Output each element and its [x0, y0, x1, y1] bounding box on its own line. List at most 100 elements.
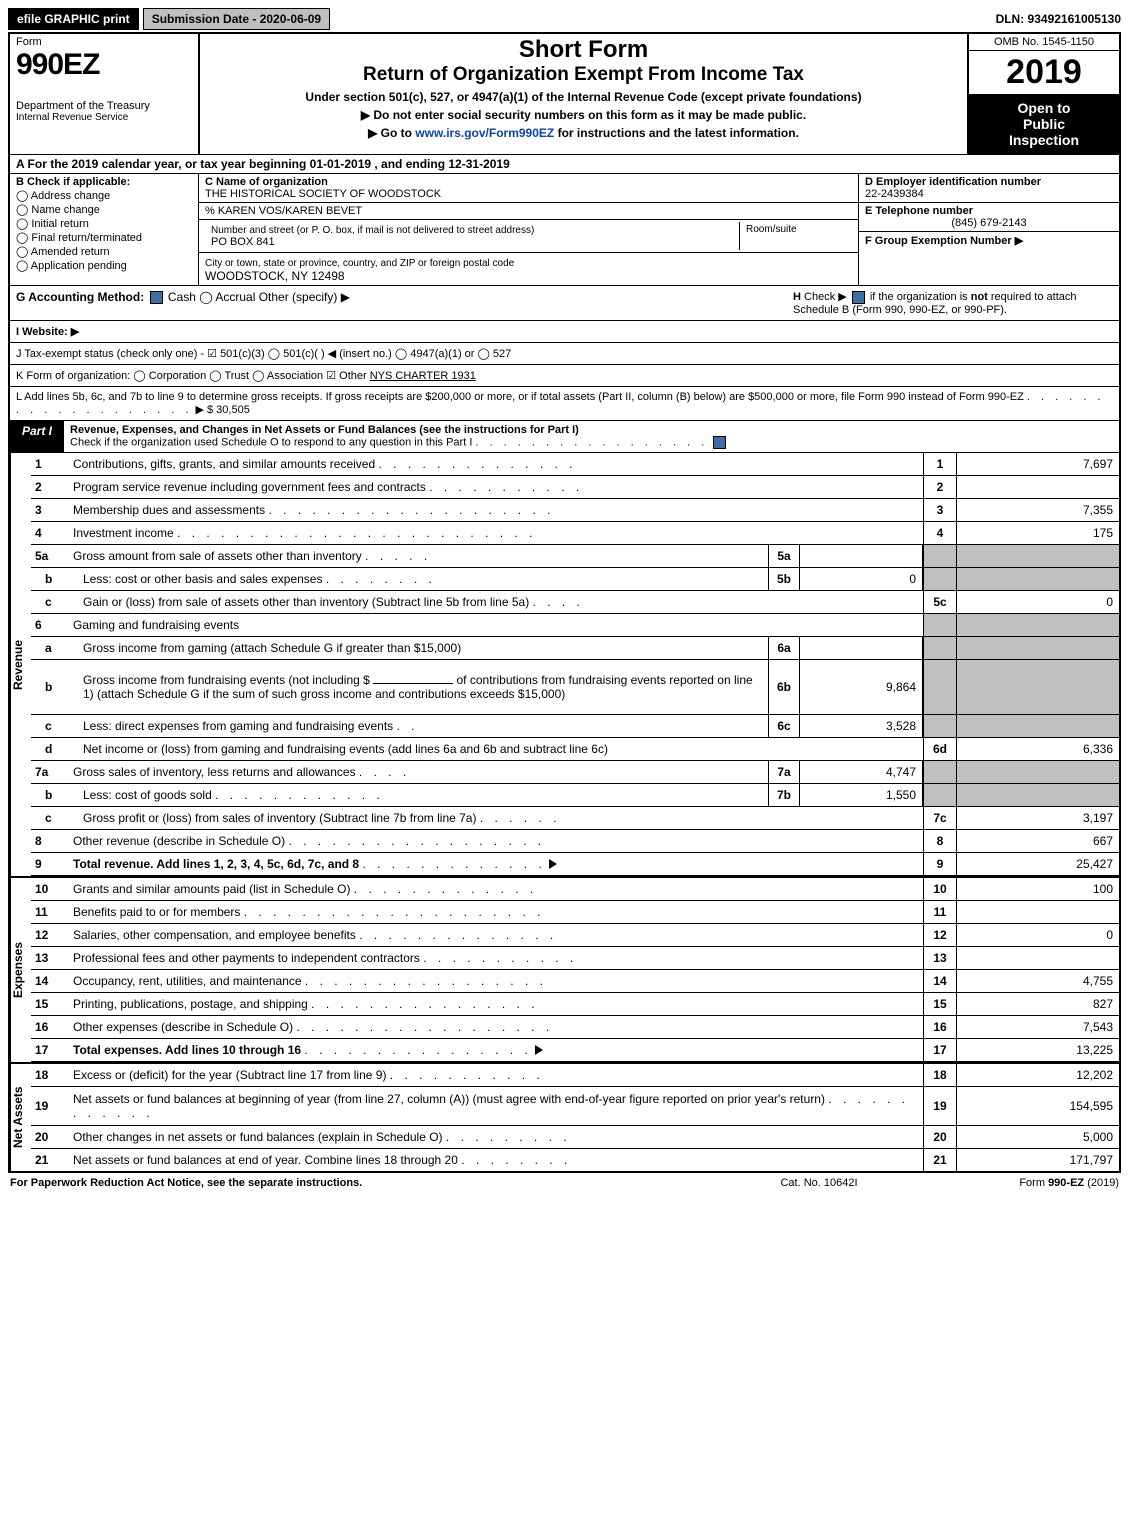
- row-a: A For the 2019 calendar year, or tax yea…: [10, 154, 1119, 174]
- ln6d-val: 6,336: [957, 738, 1119, 760]
- submission-date-button[interactable]: Submission Date - 2020-06-09: [143, 8, 330, 30]
- ln15-desc: Printing, publications, postage, and shi…: [73, 997, 308, 1011]
- ln6d-desc: Net income or (loss) from gaming and fun…: [79, 742, 923, 756]
- ln7a-val: 4,747: [799, 761, 923, 783]
- netassets-label: Net Assets: [10, 1064, 31, 1171]
- ck-amended[interactable]: ◯ Amended return: [16, 245, 192, 258]
- ln2-desc: Program service revenue including govern…: [73, 480, 426, 494]
- ln6c-val: 3,528: [799, 715, 923, 737]
- ck-final[interactable]: ◯ Final return/terminated: [16, 231, 192, 244]
- form-word: Form: [16, 36, 192, 48]
- return-title: Return of Organization Exempt From Incom…: [206, 64, 961, 86]
- ln8-val: 667: [957, 830, 1119, 852]
- row-l: L Add lines 5b, 6c, and 7b to line 9 to …: [10, 387, 1119, 421]
- ein-val: 22-2439384: [865, 188, 924, 200]
- ln13-val: [957, 947, 1119, 969]
- ln17-val: 13,225: [957, 1039, 1119, 1061]
- ln20-desc: Other changes in net assets or fund bala…: [73, 1130, 443, 1144]
- ln17-desc: Total expenses. Add lines 10 through 16: [73, 1043, 301, 1057]
- paperwork-notice: For Paperwork Reduction Act Notice, see …: [10, 1177, 719, 1189]
- care-of: % KAREN VOS/KAREN BEVET: [199, 203, 858, 220]
- ln1-desc: Contributions, gifts, grants, and simila…: [73, 457, 375, 471]
- ln8-desc: Other revenue (describe in Schedule O): [73, 834, 285, 848]
- ln16-desc: Other expenses (describe in Schedule O): [73, 1020, 293, 1034]
- ck-name[interactable]: ◯ Name change: [16, 203, 192, 216]
- ln5c-desc: Gain or (loss) from sale of assets other…: [83, 595, 529, 609]
- ck-pending[interactable]: ◯ Application pending: [16, 259, 192, 272]
- phone-lbl: E Telephone number: [865, 205, 973, 217]
- ln6c-desc: Less: direct expenses from gaming and fu…: [83, 719, 393, 733]
- part1-label: Part I: [10, 421, 64, 452]
- k-other: NYS CHARTER 1931: [370, 370, 476, 382]
- row-gh: G Accounting Method: Cash ◯ Accrual Othe…: [10, 286, 1119, 321]
- gross-receipts: 30,505: [216, 404, 250, 416]
- city-val: WOODSTOCK, NY 12498: [205, 269, 345, 283]
- ln7c-val: 3,197: [957, 807, 1119, 829]
- room-lbl: Room/suite: [740, 222, 852, 250]
- header-sub2: ▶ Do not enter social security numbers o…: [206, 108, 961, 122]
- b-header: B Check if applicable:: [16, 176, 192, 188]
- ln15-val: 827: [957, 993, 1119, 1015]
- ln13-desc: Professional fees and other payments to …: [73, 951, 420, 965]
- ln6-desc: Gaming and fundraising events: [69, 618, 923, 632]
- ln12-val: 0: [957, 924, 1119, 946]
- row-j: J Tax-exempt status (check only one) - ☑…: [10, 343, 1119, 365]
- ln11-val: [957, 901, 1119, 923]
- top-bar: efile GRAPHIC print Submission Date - 20…: [8, 8, 1121, 30]
- ln7b-val: 1,550: [799, 784, 923, 806]
- ln1-val: 7,697: [957, 453, 1119, 475]
- revenue-label: Revenue: [10, 453, 31, 876]
- ln18-desc: Excess or (deficit) for the year (Subtra…: [73, 1068, 386, 1082]
- c-name-lbl: C Name of organization: [205, 176, 328, 188]
- ln6a-val: [799, 637, 923, 659]
- ln5b-val: 0: [799, 568, 923, 590]
- tax-year: 2019: [969, 51, 1119, 94]
- ln10-val: 100: [957, 878, 1119, 900]
- open-inspection: Open to Public Inspection: [969, 94, 1119, 154]
- ln14-desc: Occupancy, rent, utilities, and maintena…: [73, 974, 302, 988]
- ein-lbl: D Employer identification number: [865, 176, 1041, 188]
- dept-treasury: Department of the Treasury: [16, 100, 192, 112]
- cat-no: Cat. No. 10642I: [719, 1177, 919, 1189]
- ln6b-val: 9,864: [799, 660, 923, 714]
- col-c: C Name of organization THE HISTORICAL SO…: [199, 174, 859, 285]
- ck-part1[interactable]: [713, 436, 726, 449]
- ln12-desc: Salaries, other compensation, and employ…: [73, 928, 356, 942]
- ln2-val: [957, 476, 1119, 498]
- street-lbl: Number and street (or P. O. box, if mail…: [211, 225, 534, 236]
- arrow-icon: [535, 1045, 543, 1055]
- ln11-desc: Benefits paid to or for members: [73, 905, 240, 919]
- ln6b-desc1: Gross income from fundraising events (no…: [83, 673, 370, 687]
- ck-h[interactable]: [852, 291, 865, 304]
- ln4-val: 175: [957, 522, 1119, 544]
- part1-check: Check if the organization used Schedule …: [70, 436, 472, 448]
- city-lbl: City or town, state or province, country…: [205, 258, 514, 269]
- form-header: Form 990EZ Department of the Treasury In…: [8, 32, 1121, 1173]
- irs-link[interactable]: www.irs.gov/Form990EZ: [415, 126, 554, 140]
- ln5c-val: 0: [957, 591, 1119, 613]
- form-number: 990EZ: [16, 48, 192, 82]
- ln3-val: 7,355: [957, 499, 1119, 521]
- efile-button[interactable]: efile GRAPHIC print: [8, 8, 139, 30]
- short-form-title: Short Form: [206, 36, 961, 64]
- header-sub3: ▶ Go to www.irs.gov/Form990EZ for instru…: [206, 126, 961, 140]
- col-b: B Check if applicable: ◯ Address change …: [10, 174, 199, 285]
- ln4-desc: Investment income: [73, 526, 174, 540]
- ck-initial[interactable]: ◯ Initial return: [16, 217, 192, 230]
- header-sub1: Under section 501(c), 527, or 4947(a)(1)…: [206, 90, 961, 104]
- ln19-desc: Net assets or fund balances at beginning…: [73, 1092, 825, 1106]
- info-row: B Check if applicable: ◯ Address change …: [10, 174, 1119, 286]
- ck-address[interactable]: ◯ Address change: [16, 189, 192, 202]
- arrow-icon: [549, 859, 557, 869]
- ln19-val: 154,595: [957, 1087, 1119, 1125]
- ln9-desc: Total revenue. Add lines 1, 2, 3, 4, 5c,…: [73, 857, 359, 871]
- org-name: THE HISTORICAL SOCIETY OF WOODSTOCK: [205, 188, 441, 200]
- ln10-desc: Grants and similar amounts paid (list in…: [73, 882, 350, 896]
- netassets-section: Net Assets 18Excess or (deficit) for the…: [10, 1062, 1119, 1171]
- dln-label: DLN: 93492161005130: [996, 12, 1121, 26]
- expenses-section: Expenses 10Grants and similar amounts pa…: [10, 876, 1119, 1062]
- ck-cash[interactable]: [150, 291, 163, 304]
- row-i: I Website: ▶: [10, 321, 1119, 343]
- omb-number: OMB No. 1545-1150: [969, 34, 1119, 51]
- ln21-desc: Net assets or fund balances at end of ye…: [73, 1153, 458, 1167]
